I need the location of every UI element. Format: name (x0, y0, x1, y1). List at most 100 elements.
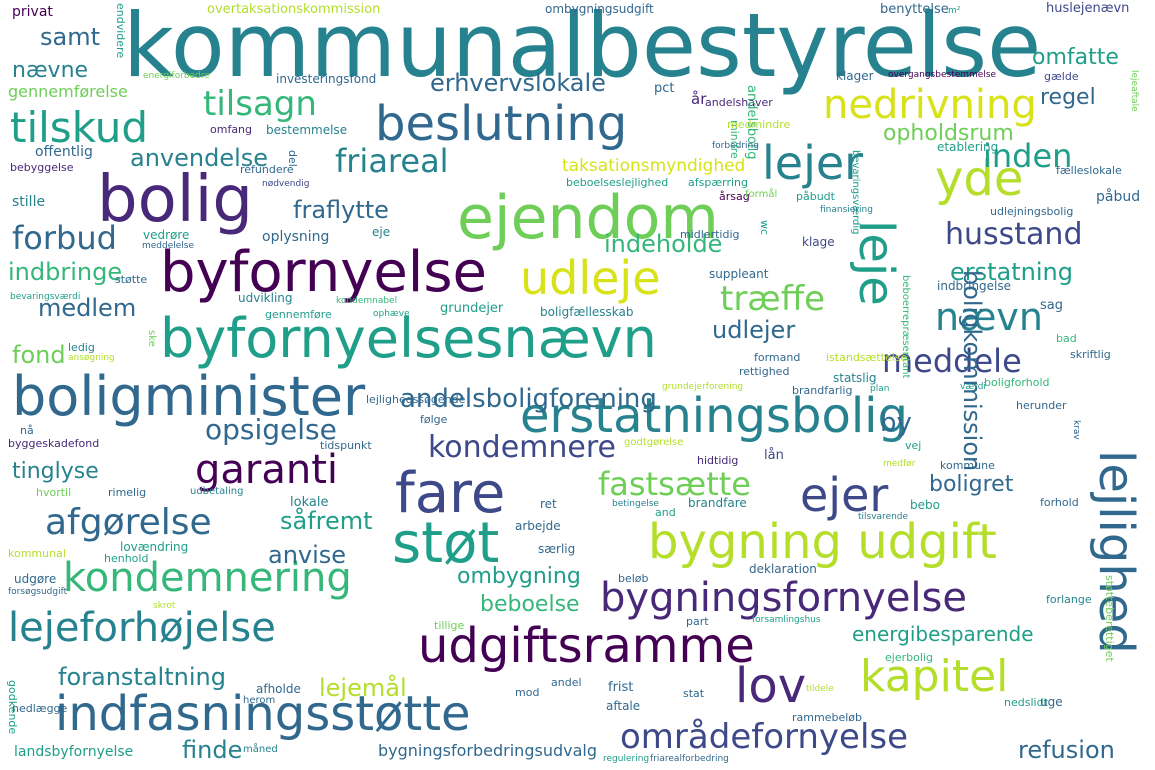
word: erhvervslokale (430, 69, 606, 97)
word: ansøgning (68, 353, 115, 363)
word: rammebeløb (792, 711, 862, 724)
word: finde (182, 736, 243, 764)
word: krav (1071, 420, 1081, 440)
word: medlem (38, 294, 137, 322)
word: ledig (68, 341, 95, 354)
word: erstatningsbolig (520, 388, 908, 444)
word: brandfare (688, 496, 747, 510)
word: boligforhold (984, 376, 1050, 389)
word: tildele (806, 684, 834, 694)
word: overtaksationskommission (207, 2, 381, 17)
word: finansiering (820, 205, 873, 215)
word: bygningsforbedringsudvalg (378, 741, 597, 760)
word: kommunal (8, 547, 66, 560)
word: by (880, 408, 912, 438)
word: boligfællesskab (540, 305, 634, 319)
word: måned (243, 744, 278, 755)
word: byfornyelsesnævn (160, 307, 657, 370)
word: udlejningsbolig (990, 205, 1074, 218)
word: byfornyelse (160, 240, 487, 305)
word: fare (395, 461, 506, 526)
word: kondemnere (428, 430, 616, 465)
word: afholde (256, 682, 301, 696)
word: ejendom (457, 183, 719, 253)
word: lejemål (319, 674, 407, 702)
word: nedslidt (1004, 696, 1048, 709)
word: regulering (603, 754, 650, 764)
word: tillige (434, 619, 465, 632)
word: andel (551, 676, 582, 689)
word: udleje (520, 251, 661, 305)
word: refundere (240, 163, 294, 176)
word: formand (754, 351, 801, 364)
word: fond (12, 341, 66, 369)
word: lån (764, 448, 784, 463)
word: lokale (290, 495, 329, 510)
word: andelsboligforening (400, 384, 657, 414)
word: vedrøre (143, 228, 190, 242)
word: garanti (195, 447, 339, 493)
word: udgiftsramme (418, 618, 755, 674)
word: skriftlig (1070, 348, 1111, 361)
word: wc (758, 220, 771, 236)
word: træffe (720, 279, 826, 319)
word: refusion (1018, 736, 1115, 764)
word: rimelig (108, 486, 147, 499)
word: nedlægge (12, 702, 68, 715)
word: friarealforbedring (650, 754, 729, 764)
word: nævne (12, 58, 89, 83)
word: ejerbolig (885, 651, 933, 664)
word: nødvendig (262, 179, 310, 189)
word: områdefornyelse (620, 717, 909, 757)
word: omfang (210, 123, 253, 136)
word: lovændring (120, 540, 189, 554)
word: afgørelse (45, 502, 212, 543)
word: offentlig (35, 144, 93, 160)
word: udvikling (238, 291, 293, 305)
word: støtte (115, 273, 148, 286)
word: fælleslokale (1056, 164, 1122, 177)
word: følge (420, 413, 448, 426)
word: tidspunkt (320, 439, 372, 452)
word: grundejerforening (662, 382, 744, 392)
word: klager (836, 69, 874, 83)
word: udgøre (14, 572, 57, 586)
word: frist (608, 680, 634, 695)
word: endvidere (114, 3, 127, 59)
word: betingelse (612, 499, 659, 509)
word: klage (802, 235, 835, 249)
word: nævn (935, 295, 1043, 339)
word: forbedring (712, 141, 759, 151)
word: huslejenævn (1046, 1, 1130, 16)
word: lejlighedssøgende (366, 393, 466, 406)
word: støtteberettiget (1103, 575, 1116, 662)
word: part (686, 615, 709, 628)
word: nå (20, 424, 34, 437)
word: taksationsmyndighed (562, 156, 746, 176)
word: beboelse (480, 592, 580, 617)
word: mod (515, 686, 540, 699)
word: andelshaver (705, 96, 773, 109)
word: særlig (538, 542, 576, 556)
word: ophæve (373, 309, 410, 319)
word: forsøgsudgift (8, 587, 68, 597)
word: bebo (910, 498, 940, 512)
word: forbud (12, 219, 117, 257)
word: istandsættelse (826, 351, 908, 364)
word: and (655, 506, 676, 519)
word: forsamlingshus (752, 615, 821, 625)
word: medfør (883, 459, 916, 469)
word: ejer (800, 468, 889, 522)
word: ombygningsudgift (545, 2, 654, 16)
word: bevaringsværdig (850, 150, 861, 235)
word: lejlighed (1088, 450, 1144, 654)
word: etablering (937, 140, 999, 154)
word: beslutning (375, 96, 628, 152)
word: foranstaltning (58, 663, 226, 691)
word: år (691, 90, 707, 108)
word: benyttelse (880, 2, 949, 17)
word: ombygning (457, 564, 581, 589)
word: udlejer (712, 316, 796, 344)
word: ske (146, 330, 157, 347)
